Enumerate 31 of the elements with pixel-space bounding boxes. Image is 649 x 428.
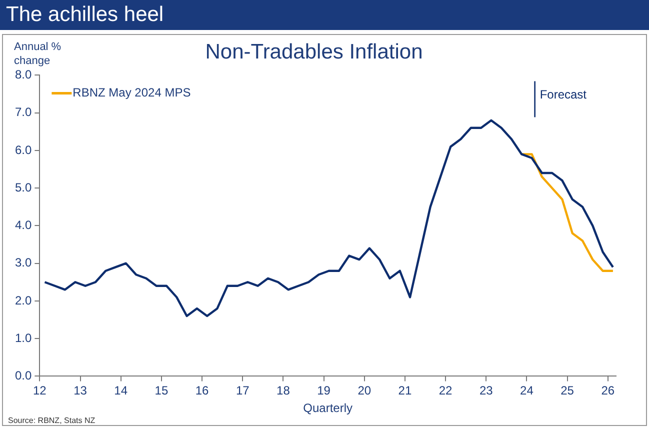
x-axis-title: Quarterly [303, 401, 353, 416]
x-tick-label: 24 [520, 384, 534, 398]
y-tick-label: 7.0 [14, 105, 32, 120]
y-tick-label: 2.0 [14, 293, 32, 308]
x-tick-label: 12 [33, 384, 47, 398]
source-note: Source: RBNZ, Stats NZ [8, 416, 96, 425]
x-tick-label: 13 [74, 384, 88, 398]
x-tick-label: 19 [317, 384, 331, 398]
x-tick-label: 25 [560, 384, 574, 398]
x-tick-label: 23 [479, 384, 494, 398]
y-tick-label: 3.0 [14, 256, 32, 270]
ref-line-label: Forecast [540, 88, 588, 102]
x-tick-label: 14 [114, 384, 128, 398]
x-tick-label: 18 [276, 384, 290, 398]
x-tick-label: 20 [358, 384, 372, 398]
y-tick-label: 0.0 [14, 368, 32, 383]
y-tick-label: 5.0 [14, 180, 32, 194]
chart-title: Non-Tradables Inflation [205, 40, 423, 64]
x-tick-label: 21 [398, 384, 412, 398]
x-tick-label: 15 [154, 384, 168, 398]
x-tick-label: 22 [438, 384, 453, 398]
y-tick-label: 1.0 [14, 330, 32, 345]
y-axis-title: Annual % change [14, 40, 62, 68]
y-tick-label: 4.0 [14, 218, 32, 232]
legend-label: RBNZ May 2024 MPS [72, 86, 191, 100]
x-tick-label: 16 [195, 384, 210, 398]
text: The achilles heel [0, 0, 649, 30]
x-tick-label: 17 [236, 384, 250, 398]
y-tick-label: 8.0 [14, 68, 32, 82]
x-tick-label: 26 [601, 384, 615, 398]
y-tick-label: 6.0 [14, 142, 32, 157]
